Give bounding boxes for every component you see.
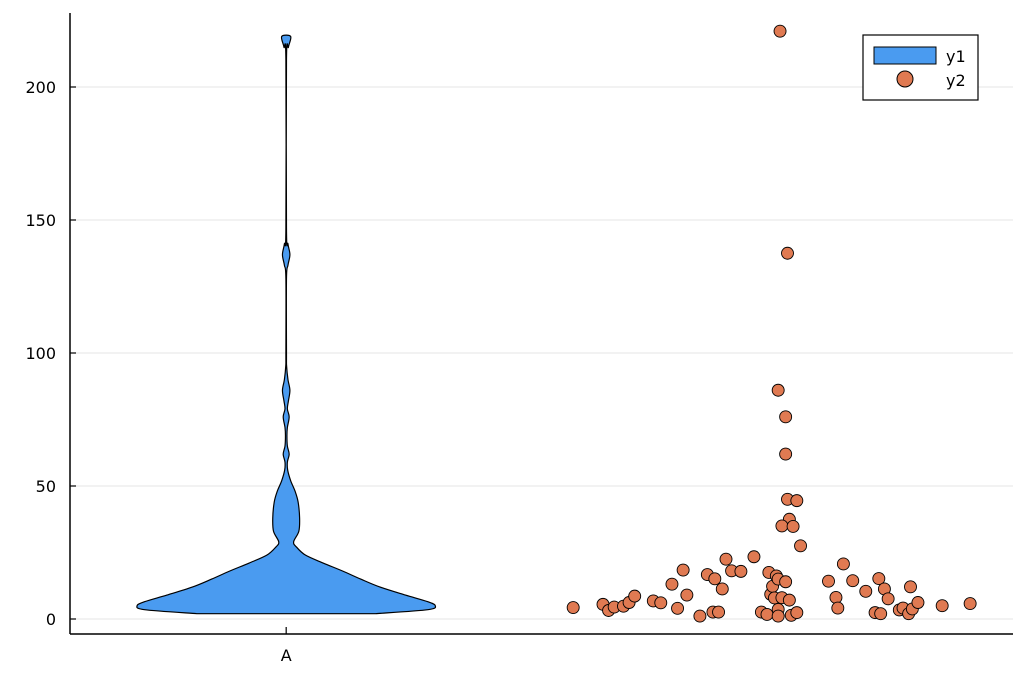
scatter-point-39 <box>771 383 785 397</box>
legend-box <box>862 34 979 101</box>
violin-series-y1 <box>136 34 437 615</box>
scatter-point-54 <box>859 584 873 598</box>
grid-lines <box>70 86 1013 620</box>
scatter-series-y2 <box>566 24 977 623</box>
scatter-point-21 <box>734 564 748 578</box>
scatter-point-9 <box>665 577 679 591</box>
scatter-point-37 <box>790 606 804 620</box>
scatter-point-17 <box>712 605 725 619</box>
y-tick-label-150: 150 <box>25 211 56 230</box>
scatter-point-51 <box>831 601 845 615</box>
scatter-point-10 <box>671 601 684 615</box>
scatter-point-49 <box>822 574 835 588</box>
y-tick-label-100: 100 <box>25 344 56 363</box>
scatter-point-6 <box>628 589 642 603</box>
scatter-point-43 <box>790 494 804 508</box>
legend-label-y1: y1 <box>946 47 966 66</box>
scatter-point-50 <box>829 591 843 604</box>
legend-swatch-y1 <box>873 46 937 65</box>
scatter-point-64 <box>904 580 917 594</box>
violin-shape-A <box>136 34 437 615</box>
scatter-point-56 <box>872 572 886 586</box>
scatter-point-8 <box>654 596 668 610</box>
scatter-point-16 <box>708 572 722 586</box>
scatter-point-22 <box>747 550 761 564</box>
y-tick-label-50: 50 <box>36 477 56 496</box>
legend: y1 y2 <box>862 34 979 101</box>
scatter-point-47 <box>781 246 794 260</box>
scatter-point-34 <box>779 575 793 589</box>
scatter-point-46 <box>786 519 800 533</box>
scatter-point-0 <box>566 601 580 615</box>
legend-label-y2: y2 <box>946 71 966 90</box>
scatter-point-48 <box>773 24 787 38</box>
scatter-point-24 <box>760 608 774 621</box>
scatter-point-13 <box>693 609 707 623</box>
scatter-point-66 <box>935 599 949 613</box>
scatter-point-35 <box>782 593 796 607</box>
y-tick-label-200: 200 <box>25 78 56 97</box>
scatter-point-38 <box>794 539 807 553</box>
x-tick-label-A: A <box>281 646 292 665</box>
axes <box>69 13 1013 635</box>
scatter-point-53 <box>846 574 860 588</box>
scatter-point-19 <box>719 552 733 566</box>
x-ticks: A <box>281 627 292 665</box>
y-tick-label-0: 0 <box>46 610 56 629</box>
legend-marker-y2 <box>896 70 914 88</box>
scatter-point-52 <box>836 557 850 571</box>
scatter-point-31 <box>771 609 785 623</box>
scatter-point-40 <box>779 410 793 424</box>
scatter-point-59 <box>881 592 895 606</box>
scatter-point-45 <box>775 519 789 533</box>
scatter-point-57 <box>874 607 888 621</box>
scatter-point-18 <box>715 582 729 596</box>
scatter-point-41 <box>779 447 793 461</box>
scatter-point-11 <box>676 563 690 577</box>
y-ticks: 0 50 100 150 200 <box>25 78 76 629</box>
scatter-point-65 <box>911 596 925 609</box>
scatter-point-67 <box>963 597 977 611</box>
scatter-point-12 <box>680 588 694 602</box>
